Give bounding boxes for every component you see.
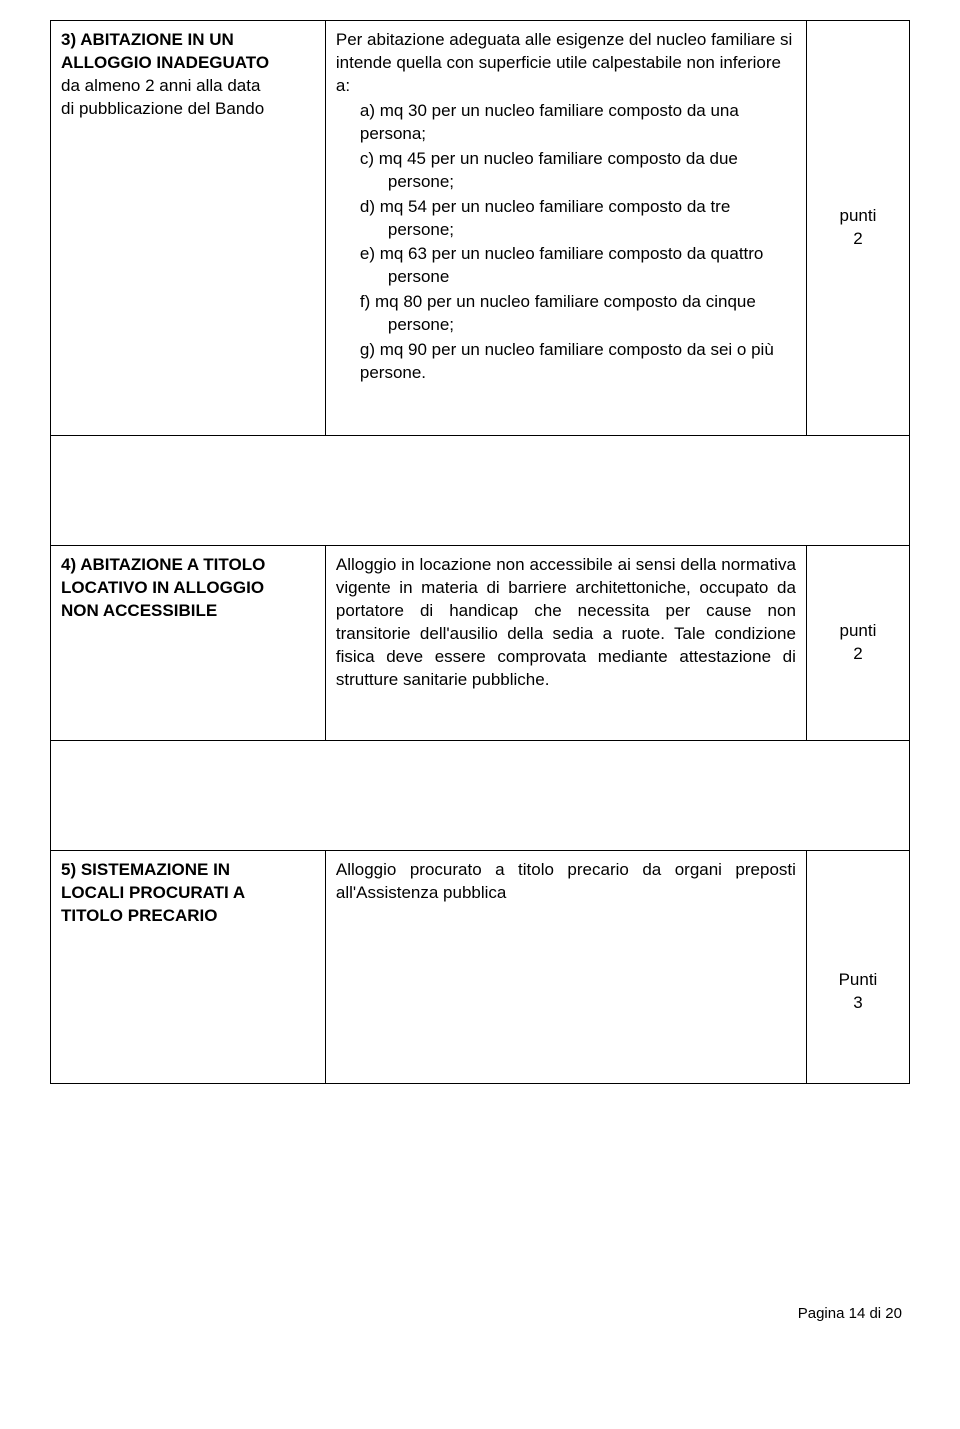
spacer-row	[51, 740, 910, 850]
page-footer: Pagina 14 di 20	[50, 1304, 910, 1324]
padding	[336, 905, 796, 1075]
score-cell-4: punti 2	[806, 546, 909, 741]
desc-cell-5: Alloggio procurato a titolo precario da …	[325, 850, 806, 1083]
score-value: 3	[817, 992, 899, 1015]
score-cell-3: punti 2	[806, 21, 909, 436]
title-line: ALLOGGIO INADEGUATO	[61, 52, 315, 75]
title-line: TITOLO PRECARIO	[61, 905, 315, 928]
padding	[336, 692, 796, 732]
score-value: 2	[817, 228, 899, 251]
title-line: LOCALI PROCURATI A	[61, 882, 315, 905]
list-item-f: f) mq 80 per un nucleo familiare compost…	[360, 291, 796, 337]
score-value: 2	[817, 643, 899, 666]
title-line: di pubblicazione del Bando	[61, 98, 315, 121]
desc-list: a) mq 30 per un nucleo familiare compost…	[336, 100, 796, 385]
title-line: da almeno 2 anni alla data	[61, 75, 315, 98]
table-row: 3) ABITAZIONE IN UN ALLOGGIO INADEGUATO …	[51, 21, 910, 436]
desc-intro: Per abitazione adeguata alle esigenze de…	[336, 29, 796, 98]
desc-text: Alloggio in locazione non accessibile ai…	[336, 554, 796, 692]
desc-cell-4: Alloggio in locazione non accessibile ai…	[325, 546, 806, 741]
padding	[817, 919, 899, 969]
score-label: Punti	[817, 969, 899, 992]
title-cell-3: 3) ABITAZIONE IN UN ALLOGGIO INADEGUATO …	[51, 21, 326, 436]
list-item-d: d) mq 54 per un nucleo familiare compost…	[360, 196, 796, 242]
title-cell-4: 4) ABITAZIONE A TITOLO LOCATIVO IN ALLOG…	[51, 546, 326, 741]
list-item-e: e) mq 63 per un nucleo familiare compost…	[360, 243, 796, 289]
table-row: 5) SISTEMAZIONE IN LOCALI PROCURATI A TI…	[51, 850, 910, 1083]
score-label: punti	[817, 620, 899, 643]
list-item-c: c) mq 45 per un nucleo familiare compost…	[360, 148, 796, 194]
title-line: 4) ABITAZIONE A TITOLO	[61, 554, 315, 577]
desc-text: Alloggio procurato a titolo precario da …	[336, 859, 796, 905]
title-line: 5) SISTEMAZIONE IN	[61, 859, 315, 882]
table-row: 4) ABITAZIONE A TITOLO LOCATIVO IN ALLOG…	[51, 546, 910, 741]
padding	[336, 387, 796, 427]
spacer-cell	[51, 436, 910, 546]
title-line: 3) ABITAZIONE IN UN	[61, 29, 315, 52]
title-cell-5: 5) SISTEMAZIONE IN LOCALI PROCURATI A TI…	[51, 850, 326, 1083]
spacer-cell	[51, 740, 910, 850]
desc-cell-3: Per abitazione adeguata alle esigenze de…	[325, 21, 806, 436]
conditions-table: 3) ABITAZIONE IN UN ALLOGGIO INADEGUATO …	[50, 20, 910, 1084]
score-cell-5: Punti 3	[806, 850, 909, 1083]
score-label: punti	[817, 205, 899, 228]
list-item-a: a) mq 30 per un nucleo familiare compost…	[360, 100, 796, 146]
title-line: LOCATIVO IN ALLOGGIO	[61, 577, 315, 600]
title-line: NON ACCESSIBILE	[61, 600, 315, 623]
list-item-g: g) mq 90 per un nucleo familiare compost…	[360, 339, 796, 385]
spacer-row	[51, 436, 910, 546]
